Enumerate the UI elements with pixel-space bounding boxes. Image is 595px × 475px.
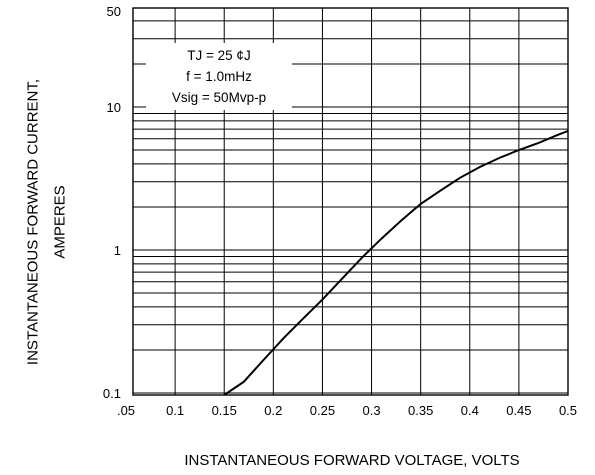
y-tick-label: 50	[107, 4, 121, 19]
curve-group	[223, 130, 569, 396]
x-tick-label: 0.15	[212, 403, 237, 418]
x-tick-label: 0.2	[264, 403, 282, 418]
y-axis-title-line-2: AMPERES	[51, 185, 69, 259]
annotation-line-vsig: Vsig = 50Mvp-p	[171, 90, 267, 105]
forward-current-curve	[223, 130, 569, 396]
plot-border	[132, 7, 569, 396]
conditions-annotation: TJ = 25 ¢J f = 1.0mHz Vsig = 50Mvp-p	[146, 43, 292, 110]
x-axis-title: INSTANTANEOUS FORWARD VOLTAGE, VOLTS	[184, 452, 520, 469]
x-tick-label: 0.45	[506, 403, 531, 418]
annotation-line-tj: TJ = 25 ¢J	[187, 48, 251, 63]
x-tick-label: 0.1	[166, 403, 184, 418]
x-tick-label: 0.5	[559, 403, 577, 418]
x-tick-label: 0.35	[408, 403, 433, 418]
plot-frame	[132, 7, 569, 396]
y-tick-label: 1	[114, 243, 121, 258]
y-tick-label: 10	[107, 100, 121, 115]
x-tick-label: .05	[117, 403, 135, 418]
x-tick-label: 0.4	[461, 403, 479, 418]
y-axis-title-line-1: INSTANTANEOUS FORWARD CURRENT,	[24, 78, 42, 366]
chart-grid	[133, 8, 568, 395]
x-tick-labels: .05 0.1 0.15 0.2 0.25 0.3 0.35 0.4 0.45 0.5	[117, 403, 577, 418]
annotation-line-freq: f = 1.0mHz	[186, 69, 252, 84]
y-tick-labels: 0.1 1 10 50	[103, 4, 121, 401]
x-tick-label: 0.3	[363, 403, 381, 418]
y-tick-label: 0.1	[103, 386, 121, 401]
x-tick-label: 0.25	[310, 403, 335, 418]
